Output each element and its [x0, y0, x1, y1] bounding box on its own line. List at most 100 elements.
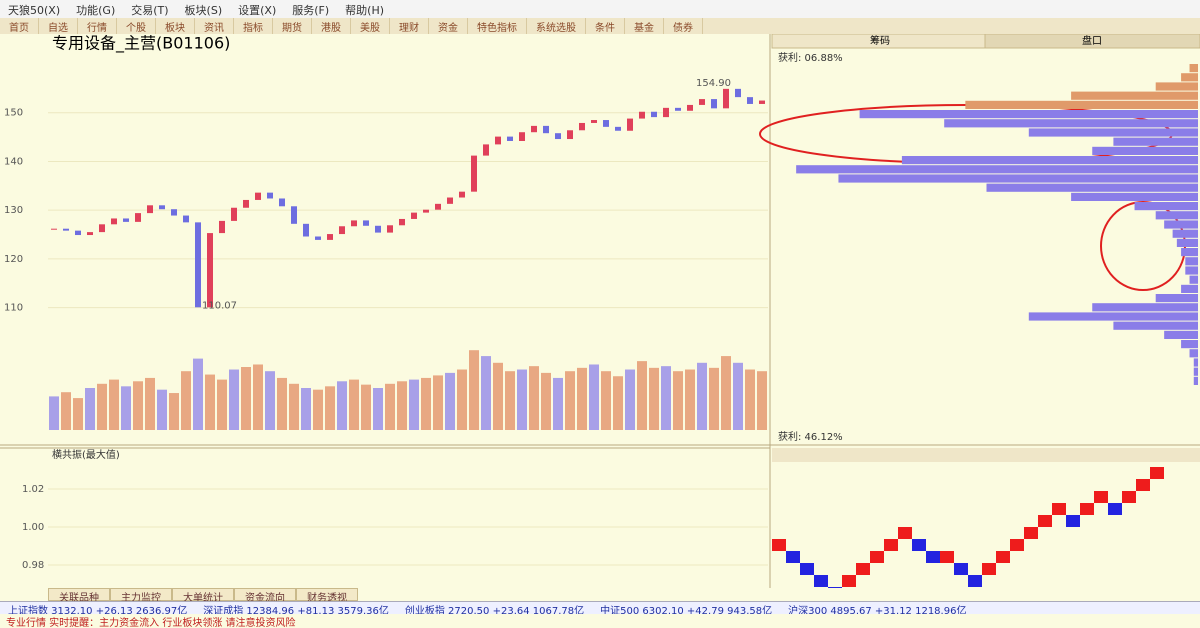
chip-bar: [1189, 64, 1198, 73]
menu-item[interactable]: 帮助(H): [345, 4, 385, 17]
candle: [51, 228, 57, 230]
volume-bar: [721, 356, 731, 430]
tab[interactable]: 板块: [156, 18, 195, 34]
tab[interactable]: 指标: [234, 18, 273, 34]
tab[interactable]: 债券: [664, 18, 703, 34]
chip-bar: [965, 100, 1198, 109]
volume-bar: [541, 372, 551, 430]
menu-item[interactable]: 服务(F): [292, 4, 330, 17]
volume-bar: [637, 361, 647, 430]
renko-brick: [870, 551, 884, 563]
right-tab[interactable]: 盘口: [1082, 34, 1102, 47]
tab[interactable]: 资讯: [195, 18, 234, 34]
renko-brick: [982, 563, 996, 575]
volume-bar: [409, 379, 419, 430]
candle: [423, 209, 429, 213]
index-quote: 创业板指 2720.50 +23.64 1067.78亿: [404, 606, 585, 615]
volume-bar: [577, 367, 587, 430]
candle: [315, 236, 321, 240]
tab[interactable]: 行情: [78, 18, 117, 34]
menu-item[interactable]: 天狼50(X): [8, 4, 61, 17]
tab[interactable]: 美股: [351, 18, 390, 34]
tab[interactable]: 系统选股: [527, 18, 586, 34]
chip-bar: [796, 165, 1198, 174]
volume-bar: [241, 367, 251, 430]
tab[interactable]: 个股: [117, 18, 156, 34]
menu-item[interactable]: 板块(S): [184, 4, 223, 17]
volume-bar: [661, 366, 671, 430]
tab[interactable]: 条件: [586, 18, 625, 34]
tab-bar: 首页 自选 行情 个股 板块 资讯 指标 期货 港股 美股 理财 资金 特色指标 系统选股 条件 基金 债券: [0, 18, 1200, 35]
candle: [531, 125, 537, 133]
tab[interactable]: 港股: [312, 18, 351, 34]
volume-bar: [469, 350, 479, 430]
renko-brick: [1150, 467, 1164, 479]
tab[interactable]: 资金: [429, 18, 468, 34]
candle: [483, 144, 489, 156]
renko-brick: [1094, 491, 1108, 503]
renko-brick: [898, 527, 912, 539]
candle: [435, 203, 441, 210]
volume-bar: [121, 386, 131, 430]
y-tick-label: 120: [4, 254, 23, 265]
candle: [231, 207, 237, 221]
y-tick-label: 0.98: [22, 560, 44, 571]
candle: [123, 218, 129, 222]
candle: [591, 120, 597, 123]
tab[interactable]: 理财: [390, 18, 429, 34]
y-tick-label: 110: [4, 303, 23, 314]
index-quote: 沪深300 4895.67 +31.12 1218.96亿: [788, 606, 967, 615]
volume-bar: [505, 371, 515, 430]
volume-bar: [157, 389, 167, 430]
volume-bar: [745, 369, 755, 430]
bottom-tab[interactable]: 主力监控: [110, 588, 172, 601]
tab[interactable]: 首页: [0, 18, 39, 34]
candle: [675, 107, 681, 111]
candle: [387, 225, 393, 233]
chip-bar: [1071, 192, 1198, 201]
chip-bar: [1181, 284, 1198, 293]
volume-bar: [361, 384, 371, 430]
chip-bar: [1181, 73, 1198, 82]
chip-bar: [1185, 266, 1198, 275]
chart-area: 筹码 盘口 专用设备_主营(B01106) 获利: 06.88% 获利: 46.…: [0, 34, 1200, 588]
volume-bar: [421, 377, 431, 430]
candle: [75, 230, 81, 236]
chip-bar: [1164, 330, 1198, 339]
candle: [543, 125, 549, 134]
menu-item[interactable]: 设置(X): [238, 4, 277, 17]
index-quote: 中证500 6302.10 +42.79 943.58亿: [600, 606, 773, 615]
bottom-tab[interactable]: 资金流向: [234, 588, 296, 601]
candle: [651, 111, 657, 118]
status-bar: 上证指数 3132.10 +26.13 2636.97亿 深证成指 12384.9…: [0, 601, 1200, 615]
volume-bar: [301, 388, 311, 430]
bottom-tab[interactable]: 财务透视: [296, 588, 358, 601]
candle: [267, 192, 273, 199]
volume-bar: [493, 362, 503, 430]
menu-item[interactable]: 功能(G): [76, 4, 116, 17]
menu-item[interactable]: 交易(T): [131, 4, 169, 17]
tab[interactable]: 期货: [273, 18, 312, 34]
candle: [699, 99, 705, 105]
bottom-tab[interactable]: 大单统计: [172, 588, 234, 601]
volume-bar: [253, 364, 263, 430]
renko-brick: [1052, 503, 1066, 515]
chip-bar: [1172, 229, 1198, 238]
tab[interactable]: 基金: [625, 18, 664, 34]
candle: [303, 223, 309, 237]
volume-bar: [697, 362, 707, 430]
chip-bar: [859, 110, 1198, 119]
tab[interactable]: 自选: [39, 18, 78, 34]
chip-bar: [1176, 238, 1198, 247]
bottom-tab[interactable]: 关联品种: [48, 588, 110, 601]
volume-bar: [445, 372, 455, 430]
right-tab[interactable]: 筹码: [870, 34, 890, 47]
chip-bar: [1185, 257, 1198, 266]
candle: [507, 136, 513, 141]
candle: [279, 198, 285, 207]
tab[interactable]: 特色指标: [468, 18, 527, 34]
renko-brick: [1122, 491, 1136, 503]
volume-bar: [97, 383, 107, 430]
volume-bar: [169, 393, 179, 430]
chip-bar: [901, 156, 1198, 165]
